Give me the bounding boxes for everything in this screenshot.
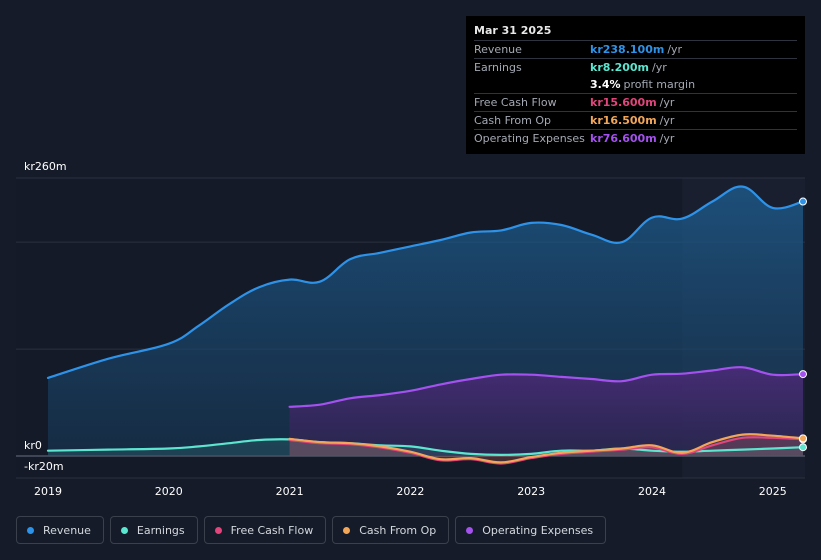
legend-label: Earnings — [137, 524, 185, 537]
legend-item-earnings[interactable]: Earnings — [110, 516, 198, 544]
tooltip-row-fcf: Free Cash Flow kr15.600m /yr — [474, 93, 797, 111]
tooltip-row-cfo: Cash From Op kr16.500m /yr — [474, 111, 797, 129]
x-tick-label: 2019 — [34, 485, 62, 498]
tooltip-unit: /yr — [667, 41, 682, 58]
x-tick-label: 2022 — [396, 485, 424, 498]
tooltip-value: kr15.600m — [590, 94, 657, 111]
legend-item-free-cash-flow[interactable]: Free Cash Flow — [204, 516, 327, 544]
x-tick-label: 2020 — [155, 485, 183, 498]
legend: Revenue Earnings Free Cash Flow Cash Fro… — [16, 516, 606, 544]
legend-label: Revenue — [43, 524, 91, 537]
tooltip-value: kr238.100m — [590, 41, 664, 58]
tooltip-value: kr16.500m — [590, 112, 657, 129]
x-tick-label: 2024 — [638, 485, 666, 498]
endpoint-earnings — [800, 444, 807, 451]
tooltip-label: Revenue — [474, 41, 590, 58]
x-tick-label: 2021 — [276, 485, 304, 498]
x-tick-label: 2025 — [759, 485, 787, 498]
y-tick-label: kr0 — [24, 439, 42, 452]
tooltip-value: kr76.600m — [590, 130, 657, 147]
legend-dot-icon — [343, 527, 350, 534]
legend-label: Cash From Op — [359, 524, 436, 537]
tooltip-label: Earnings — [474, 59, 590, 76]
legend-label: Operating Expenses — [482, 524, 593, 537]
tooltip-label: Free Cash Flow — [474, 94, 590, 111]
legend-dot-icon — [215, 527, 222, 534]
y-tick-label: kr260m — [24, 160, 67, 173]
tooltip-unit: /yr — [660, 130, 675, 147]
tooltip-unit: /yr — [652, 59, 667, 76]
tooltip-value: 3.4% — [590, 76, 621, 93]
tooltip-unit: /yr — [660, 94, 675, 111]
tooltip-row-earnings: Earnings kr8.200m /yr — [474, 58, 797, 76]
endpoint-revenue — [800, 198, 807, 205]
tooltip-unit: profit margin — [624, 76, 696, 93]
endpoint-cash-from-op — [800, 435, 807, 442]
tooltip-row-opex: Operating Expenses kr76.600m /yr — [474, 129, 797, 147]
tooltip-row-revenue: Revenue kr238.100m /yr — [474, 40, 797, 58]
legend-item-cash-from-op[interactable]: Cash From Op — [332, 516, 449, 544]
tooltip: Mar 31 2025 Revenue kr238.100m /yr Earni… — [466, 16, 805, 154]
tooltip-value: kr8.200m — [590, 59, 649, 76]
tooltip-label: Cash From Op — [474, 112, 590, 129]
tooltip-row-margin: 3.4% profit margin — [474, 76, 797, 93]
legend-dot-icon — [121, 527, 128, 534]
legend-label: Free Cash Flow — [231, 524, 314, 537]
legend-item-revenue[interactable]: Revenue — [16, 516, 104, 544]
tooltip-unit: /yr — [660, 112, 675, 129]
legend-item-operating-expenses[interactable]: Operating Expenses — [455, 516, 606, 544]
legend-dot-icon — [466, 527, 473, 534]
legend-dot-icon — [27, 527, 34, 534]
endpoint-operating-expenses — [800, 371, 807, 378]
x-tick-label: 2023 — [517, 485, 545, 498]
y-tick-label: -kr20m — [24, 460, 64, 473]
tooltip-date: Mar 31 2025 — [474, 22, 797, 40]
tooltip-label: Operating Expenses — [474, 130, 590, 147]
